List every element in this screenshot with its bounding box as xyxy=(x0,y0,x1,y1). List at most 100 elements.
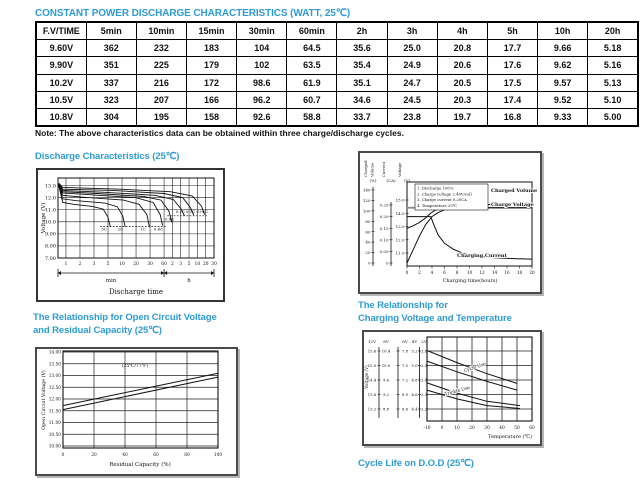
scale-tick-label: 15.6 xyxy=(368,349,377,354)
scale-header: 2V xyxy=(421,339,427,344)
x-tick-label: 0 xyxy=(441,426,444,431)
cvt-title-line2: Charging Voltage and Temperature xyxy=(358,313,512,324)
curve-0.1C xyxy=(58,183,195,216)
discharge-chart-svg: 13.012.011.010.09.008.007.001 2 3 5 10 20 30 60… xyxy=(40,177,217,296)
table-cell: 9.62 xyxy=(537,56,589,75)
x-tick-label: 60 xyxy=(529,426,535,431)
table-cell: 158 xyxy=(185,107,238,127)
curve-0.05C xyxy=(58,182,206,215)
table-row: 10.8V 304 195 158 92.6 58.8 33.7 23.8 19.7 16.8 9.… xyxy=(35,107,639,127)
table-cell: 195 xyxy=(135,107,187,127)
axis-tick-label: 0.10 xyxy=(380,237,389,242)
scale-tick-label: 15.0 xyxy=(368,363,377,368)
table-header-cell: 5h xyxy=(486,21,539,41)
scale-tick-label: 2.6 xyxy=(421,349,428,354)
table-cell: 207 xyxy=(135,90,187,109)
ocv-residual-capacity-chart: 14.00 13.50 13.00 12.50 12.00 11.50 11.00 10.50… xyxy=(35,347,238,476)
plot-border xyxy=(426,336,533,422)
x-tick-label: 20 xyxy=(133,261,139,267)
y-tick-label: 9.00 xyxy=(45,232,56,238)
scale-header: 6V xyxy=(402,339,408,344)
curve-label: 0.2C xyxy=(176,209,185,214)
scale-tick-label: 4.8 xyxy=(411,378,418,383)
table-cell: 96.2 xyxy=(236,90,288,109)
table-header-cell: 10h xyxy=(537,21,589,41)
y-tick-label: 11.00 xyxy=(49,421,62,426)
x-tick-label: 60 xyxy=(153,453,159,458)
axis-tick-label: 13.0 xyxy=(396,224,405,229)
x-tick-label: 3 xyxy=(93,261,96,267)
x-tick-label: 5 xyxy=(107,261,110,267)
axis-tick-label: 120 xyxy=(363,198,371,203)
table-cell: 61.9 xyxy=(286,73,338,92)
axis-tick-label: 14.0 xyxy=(396,211,405,216)
table-cell: 216 xyxy=(135,73,187,92)
scale-header: 8V xyxy=(383,339,389,344)
scale-tick-label: 7.5 xyxy=(402,363,409,368)
x-tick-label: 20 xyxy=(91,453,97,458)
table-cell: 183 xyxy=(185,39,238,58)
y-tick-label: 10.0 xyxy=(45,220,56,226)
table-cell: 17.7 xyxy=(486,39,539,58)
band-line xyxy=(426,382,521,407)
axis-title: Voltage xyxy=(397,162,402,178)
x-tick-label: 18 xyxy=(517,270,523,275)
table-cell: 351 xyxy=(85,56,137,75)
temperature-annotation: (25℃/77℉) xyxy=(122,362,148,369)
cvt-title-line1: The Relationship for xyxy=(358,300,448,311)
table-cell: 20.3 xyxy=(436,90,488,109)
scale-tick-label: 10.4 xyxy=(382,349,391,354)
y-tick-label: 12.0 xyxy=(45,195,56,201)
y-tick-label: 11.0 xyxy=(45,208,56,214)
table-cell: 304 xyxy=(85,107,137,127)
scale-tick-label: 7.8 xyxy=(402,349,409,354)
min-section-label: min xyxy=(106,278,117,284)
scale-tick-label: 7.2 xyxy=(402,378,409,383)
constant-power-discharge-table: F.V/TIME 5min 10min 15min 30min 60min 2h 3h 4h 5h… xyxy=(35,21,639,128)
h-section-label: h xyxy=(187,278,191,284)
plot-border xyxy=(57,177,215,259)
table-row: 10.5V 323 207 166 96.2 60.7 34.6 24.5 20.3 17.4 9.… xyxy=(35,90,639,109)
table-header-cell: 10min xyxy=(135,21,187,41)
page-title: CONSTANT POWER DISCHARGE CHARACTERISTICS… xyxy=(35,8,351,19)
curve-label: 2C xyxy=(118,226,124,231)
plot-border xyxy=(62,350,219,449)
table-cell: 60.7 xyxy=(286,90,338,109)
x-tick-label: 30 xyxy=(211,261,217,267)
x-tick-label: 10 xyxy=(194,261,200,267)
table-cell: 64.5 xyxy=(286,39,338,58)
table-header-cell: 2h xyxy=(336,21,388,41)
axis-tick-label: 0 xyxy=(368,261,371,266)
scale-tick-label: 5.0 xyxy=(411,363,418,368)
legend-line: 3. Charge current 0.20CA xyxy=(417,197,467,202)
curve-0.4C xyxy=(58,184,173,223)
scale-tick-label: 14.4 xyxy=(368,378,377,383)
x-axis-label: Residual Capacity (%) xyxy=(109,461,171,468)
table-cell: 24.7 xyxy=(386,73,438,92)
curve-0.6C xyxy=(58,184,163,226)
x-tick-label: 0 xyxy=(406,270,409,275)
table-header-cell: 60min xyxy=(286,21,338,41)
axis-tick-label: 80 xyxy=(365,219,371,224)
axis-tick-label: 0.15 xyxy=(380,226,389,231)
label-charging-current: Charging Current xyxy=(457,253,507,259)
axis-unit: (CA) xyxy=(386,178,396,183)
table-cell: 16.8 xyxy=(486,107,539,127)
table-header-cell: 5min xyxy=(85,21,137,41)
table-cell: 9.66 xyxy=(537,39,589,58)
x-tick-label: 20 xyxy=(203,261,209,267)
table-cell: 10.5V xyxy=(35,90,87,109)
label-charge-voltage: Charge Voltage xyxy=(491,202,534,208)
table-cell: 5.16 xyxy=(587,56,639,75)
scale-tick-label: 13.2 xyxy=(368,407,377,412)
table-cell: 35.1 xyxy=(336,73,388,92)
x-tick-label: 40 xyxy=(122,453,128,458)
x-tick-label: 4 xyxy=(431,270,434,275)
table-cell: 24.9 xyxy=(386,56,438,75)
table-cell: 35.4 xyxy=(336,56,388,75)
x-tick-label: 40 xyxy=(499,426,505,431)
x-tick-label: 2 xyxy=(171,261,174,267)
y-tick-label: 10.50 xyxy=(49,433,62,438)
table-cell: 9.52 xyxy=(537,90,589,109)
